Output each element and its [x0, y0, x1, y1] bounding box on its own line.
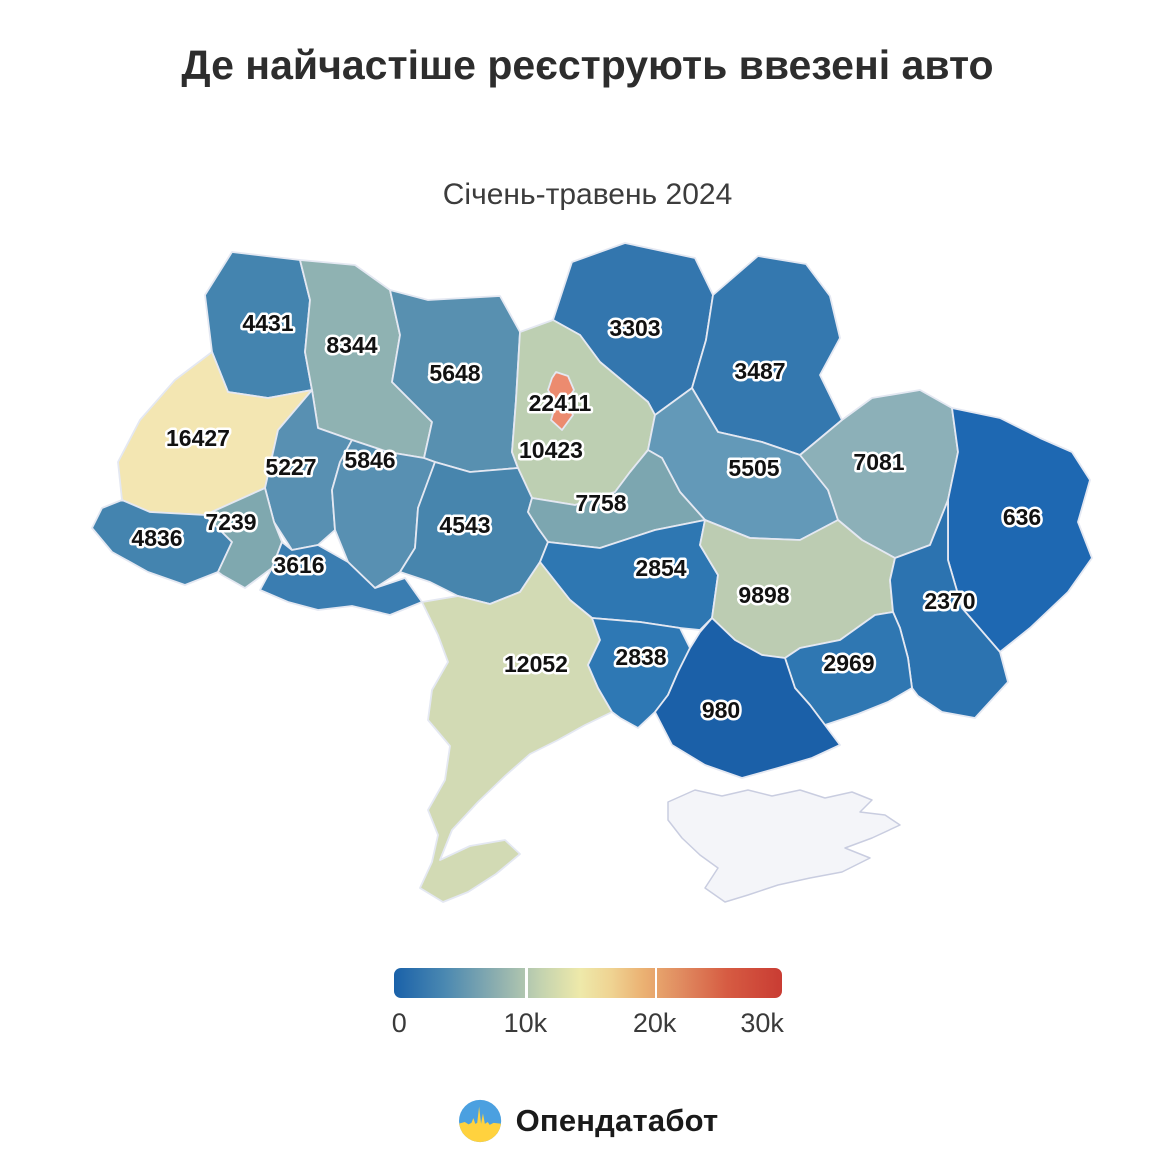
legend-separator-20k: [654, 968, 658, 998]
region-value-volyn: 4431: [242, 310, 293, 336]
region-value-dnipro: 9898: [738, 582, 789, 608]
region-value-zhytomyr: 5648: [429, 360, 480, 386]
region-value-chernivtsi: 3616: [273, 552, 324, 578]
brand-name: Опендатабот: [515, 1103, 719, 1138]
region-value-vinnytsia: 4543: [439, 512, 490, 538]
region-value-poltava: 5505: [728, 455, 779, 481]
legend-tick-20k: 20k: [632, 1008, 677, 1038]
legend-ticks: 0 10k 20k 30k: [391, 998, 784, 1038]
page-title: Де найчастіше реєструють ввезені авто: [181, 42, 994, 88]
region-kherson: [654, 617, 841, 779]
legend-gradient-bar: [393, 968, 782, 998]
region-value-kharkiv: 7081: [853, 449, 904, 475]
region-value-odesa: 12052: [504, 651, 568, 677]
region-value-ivano-frankivsk: 7239: [205, 509, 256, 535]
region-value-donetsk: 2370: [924, 588, 975, 614]
region-cherkasy: [527, 449, 706, 549]
region-value-luhansk: 636: [1003, 504, 1041, 530]
legend-separator-10k: [525, 968, 528, 998]
region-value-zakarpattia: 4836: [131, 525, 182, 551]
color-legend: 0 10k 20k 30k: [391, 968, 784, 1043]
page-subtitle: Січень-травень 2024: [442, 178, 733, 211]
region-value-chernihiv: 3303: [609, 315, 660, 341]
region-mykolaiv: [587, 617, 691, 729]
region-kyiv-city: [547, 371, 575, 431]
region-value-sumy: 3487: [734, 358, 785, 384]
legend-tick-10k: 10k: [503, 1008, 548, 1038]
region-value-rivne: 8344: [326, 332, 377, 358]
region-ternopil: [264, 389, 353, 551]
legend-tick-30k: 30k: [740, 1008, 784, 1038]
region-luhansk: [947, 407, 1093, 653]
brand-footer: Опендатабот: [457, 1098, 719, 1144]
region-value-cherkasy: 7758: [575, 490, 626, 516]
region-value-kyiv-oblast: 10423: [519, 437, 583, 463]
region-value-zaporizhzhia: 2969: [823, 650, 874, 676]
region-chernivtsi: [259, 541, 423, 616]
region-odesa: [419, 561, 613, 903]
opendatabot-logo-icon: [458, 1099, 501, 1143]
region-value-kyiv-city: 22411: [529, 390, 592, 416]
region-value-kherson: 980: [702, 697, 740, 723]
region-value-lviv: 16427: [166, 425, 230, 451]
region-ivano-frankivsk: [204, 487, 283, 589]
region-value-kirovohrad: 2854: [635, 555, 686, 581]
region-value-ternopil: 5227: [265, 454, 316, 480]
region-value-khmelnytskyi: 5846: [344, 447, 395, 473]
region-crimea: [667, 789, 901, 903]
legend-tick-0: 0: [391, 1008, 407, 1038]
region-value-mykolaiv: 2838: [615, 644, 666, 670]
